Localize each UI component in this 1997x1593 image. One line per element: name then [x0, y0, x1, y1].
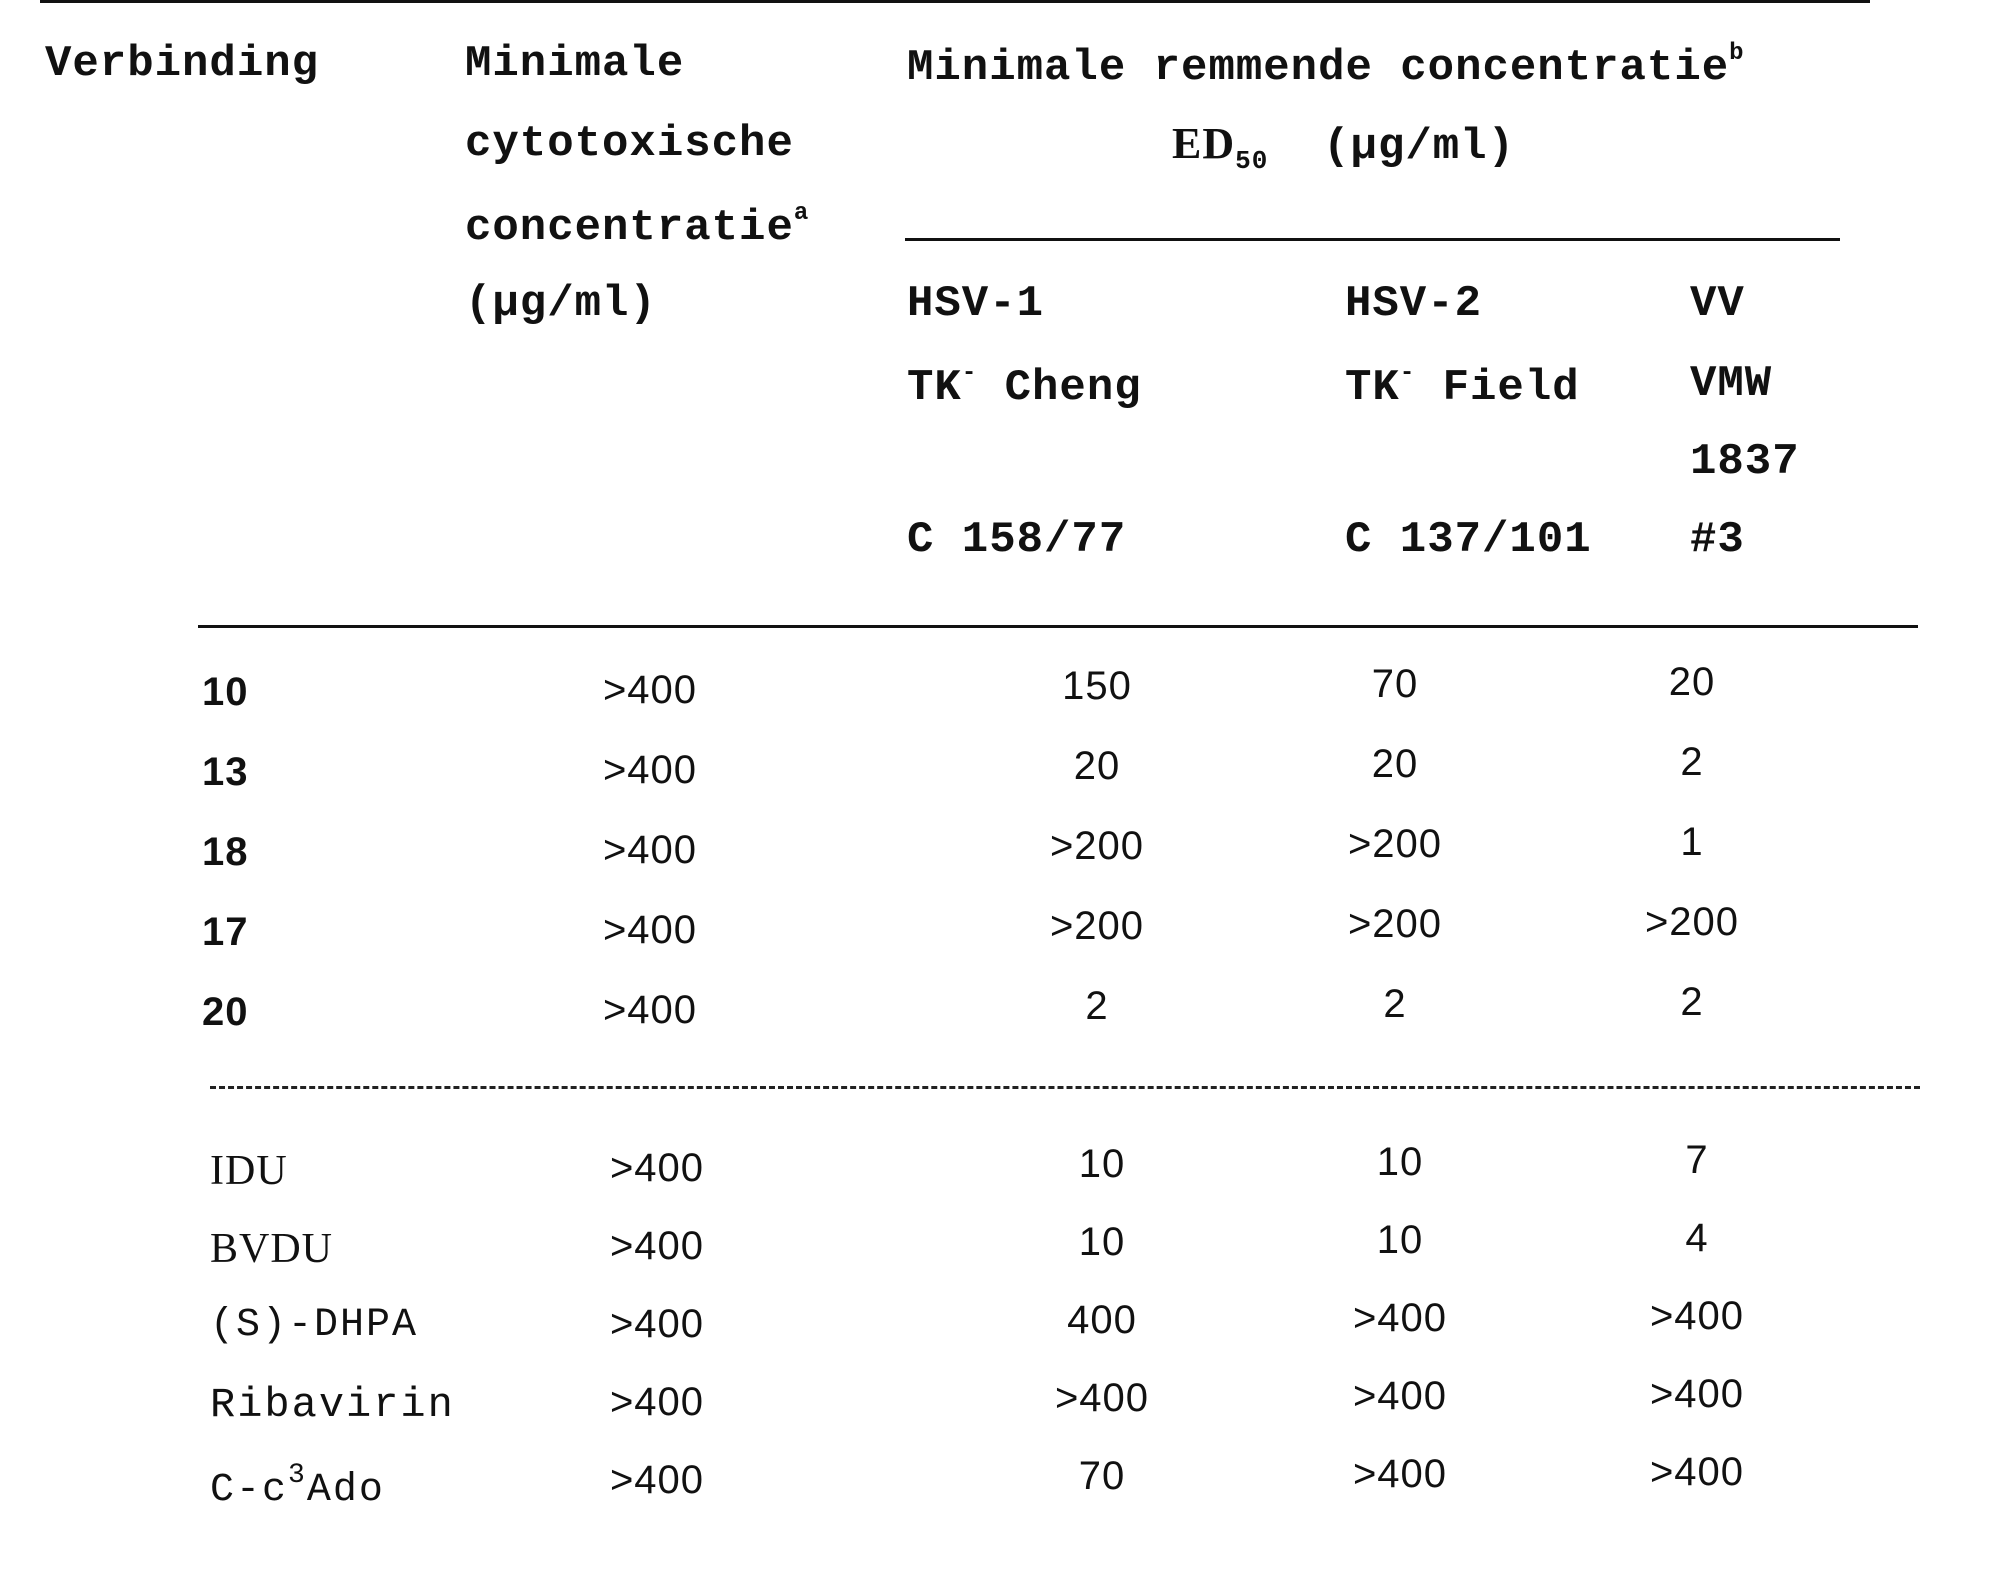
hsv2-cell: >400 [1352, 1374, 1448, 1418]
cytotox-cell: >400 [602, 908, 698, 952]
hsv2-cell: >200 [1347, 822, 1443, 866]
vv-cell: 4 [1685, 1216, 1709, 1260]
cytotox-cell: >400 [609, 1146, 705, 1190]
hsv1-cell: 70 [1078, 1454, 1126, 1498]
vv-strain: VMW [1690, 359, 1773, 409]
hsv2-cell: 2 [1383, 982, 1407, 1026]
vv-cell: 2 [1680, 740, 1704, 784]
compound-cell: (S)-DHPA [210, 1303, 419, 1348]
header-cytotox-line1: Minimale [465, 39, 685, 89]
compound-cell: 17 [202, 910, 249, 954]
compound-cell: BVDU [210, 1226, 334, 1272]
vv-cell: >400 [1649, 1372, 1745, 1416]
hsv1-cell: 10 [1078, 1220, 1126, 1264]
cytotox-cell: >400 [602, 828, 698, 872]
hsv2-cell: 20 [1371, 742, 1419, 786]
hsv1-cell: 400 [1067, 1298, 1137, 1342]
compound-cell: Ribavirin [210, 1381, 455, 1429]
footnote-a-marker: a [793, 200, 810, 227]
hsv2-strain: TK- Field [1345, 360, 1580, 413]
cytotox-cell: >400 [609, 1302, 705, 1346]
hsv2-code: C 137/101 [1345, 515, 1592, 565]
hsv1-cell: 20 [1073, 744, 1121, 788]
vv-cell: 2 [1680, 980, 1704, 1024]
footnote-b-marker: b [1729, 40, 1745, 67]
compound-cell: C-c3Ado [210, 1460, 385, 1513]
compound-cell: 20 [202, 990, 249, 1034]
hsv1-strain: TK- Cheng [907, 360, 1142, 413]
hsv2-cell: >400 [1352, 1452, 1448, 1496]
vv-cell: >400 [1649, 1294, 1745, 1338]
hsv1-code: C 158/77 [907, 515, 1127, 565]
vv-cell: 7 [1685, 1138, 1709, 1182]
header-mic: Minimale remmende concentratieb [907, 40, 1745, 93]
vv-strain-number: 1837 [1690, 437, 1800, 487]
hsv2-cell: >400 [1352, 1296, 1448, 1340]
vv-cell: >400 [1649, 1450, 1745, 1494]
vv-code: #3 [1690, 515, 1745, 565]
hsv1-cell: 2 [1085, 984, 1109, 1028]
cytotox-cell: >400 [602, 748, 698, 792]
compound-cell: 13 [202, 750, 249, 794]
cytotox-cell: >400 [602, 668, 698, 712]
cytotox-cell: >400 [602, 988, 698, 1032]
hsv2-cell: 10 [1376, 1140, 1424, 1184]
header-compound: Verbinding [45, 39, 320, 89]
header-cytotox-line3: concentratiea [465, 200, 810, 253]
vv-cell: 1 [1680, 820, 1704, 864]
group-separator-dashed [210, 1086, 1920, 1089]
mic-subheader-rule [905, 238, 1840, 241]
hsv2-cell: >200 [1347, 902, 1443, 946]
hsv1-cell: >200 [1049, 904, 1145, 948]
hsv2-cell: 10 [1376, 1218, 1424, 1262]
header-cytotox-unit: (μg/ml) [465, 279, 657, 329]
top-rule [40, 0, 1870, 3]
hsv2-name: HSV-2 [1345, 279, 1483, 329]
hsv2-cell: 70 [1371, 662, 1419, 706]
compound-cell: 10 [202, 670, 249, 714]
vv-name: VV [1690, 279, 1745, 329]
cytotox-cell: >400 [609, 1380, 705, 1424]
hsv1-cell: >200 [1049, 824, 1145, 868]
cytotox-cell: >400 [609, 1458, 705, 1502]
compound-cell: 18 [202, 830, 249, 874]
vv-cell: 20 [1668, 660, 1716, 704]
cytotox-cell: >400 [609, 1224, 705, 1268]
hsv1-name: HSV-1 [907, 279, 1045, 329]
header-cytotox-line2: cytotoxische [465, 119, 794, 169]
vv-cell: >200 [1644, 900, 1740, 944]
hsv1-cell: 150 [1062, 664, 1132, 708]
compound-cell: IDU [210, 1148, 288, 1194]
header-bottom-rule [198, 625, 1918, 628]
hsv1-cell: 10 [1078, 1142, 1126, 1186]
hsv1-cell: >400 [1054, 1376, 1150, 1420]
header-ed50: ED50 (μg/ml) [1172, 119, 1515, 176]
